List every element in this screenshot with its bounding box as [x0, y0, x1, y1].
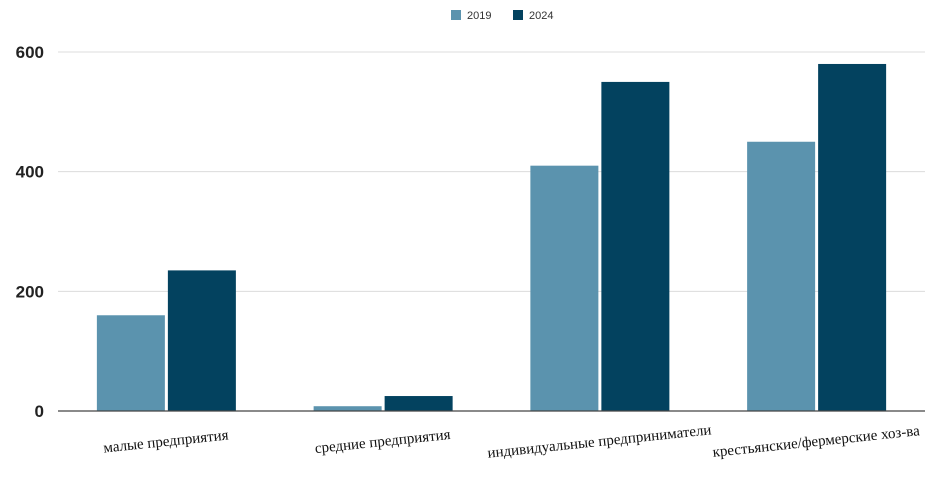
bar-2024-4 [818, 63, 887, 411]
x-category-label: крестьянские/фермерские хоз-ва [712, 423, 921, 461]
legend-label-2024: 2024 [529, 10, 553, 22]
bar-2019-3 [530, 165, 599, 411]
y-axis-ticks: 0 200 400 600 [16, 43, 44, 421]
x-category-label: средние предприятия [314, 427, 451, 457]
bar-2019-2 [313, 406, 382, 411]
y-tick-label: 600 [16, 43, 44, 62]
y-tick-label: 400 [16, 163, 44, 182]
legend-swatch-2024 [513, 10, 523, 20]
y-tick-label: 0 [35, 402, 44, 421]
bar-2024-1 [167, 270, 236, 411]
x-category-label: малые предприятия [103, 427, 230, 456]
bar-2019-1 [96, 315, 165, 411]
x-axis-labels: малые предприятия средние предприятия инди… [103, 422, 921, 461]
bar-2024-3 [601, 81, 670, 412]
legend-swatch-2019 [451, 10, 461, 20]
legend-label-2019: 2019 [467, 10, 491, 22]
bars [96, 63, 887, 412]
bar-2024-2 [384, 396, 453, 411]
bar-2019-4 [747, 141, 816, 411]
legend: 2019 2024 [451, 10, 553, 22]
y-tick-label: 200 [16, 282, 44, 301]
x-category-label: индивидуальные предприниматели [487, 422, 712, 461]
